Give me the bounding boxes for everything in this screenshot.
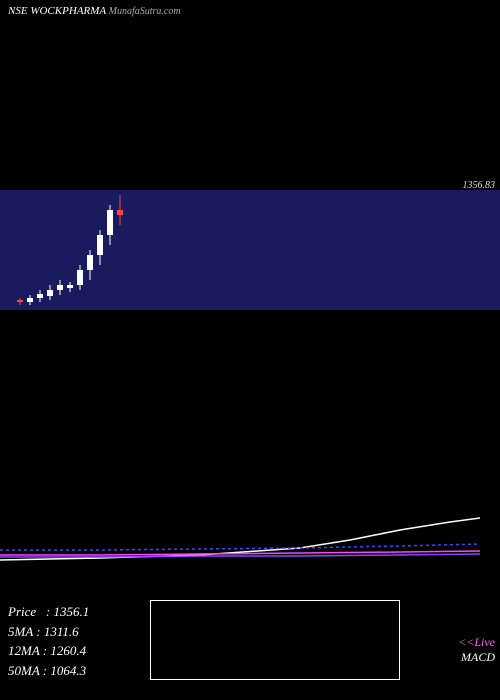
price-row: Price : 1356.1	[8, 602, 89, 622]
chart-header: NSE WOCKPHARMA MunafaSutra.com	[8, 5, 181, 17]
symbol-label: WOCKPHARMA	[30, 5, 106, 17]
candlestick-panel	[0, 190, 500, 310]
ma50-value: 1064.3	[50, 663, 86, 678]
exchange-label: NSE	[8, 5, 28, 17]
ma12-row: 12MA : 1260.4	[8, 641, 89, 661]
ma12-label: 12MA	[8, 643, 40, 658]
price-value: 1356.1	[54, 604, 90, 619]
macd-text-label: MACD	[461, 650, 495, 665]
ma5-label: 5MA	[8, 624, 33, 639]
macd-live-label: <<Live	[458, 635, 495, 650]
ma50-row: 50MA : 1064.3	[8, 661, 89, 681]
macd-box	[150, 600, 400, 680]
candlestick-svg	[0, 190, 500, 310]
ma12-value: 1260.4	[50, 643, 86, 658]
ma-lines-svg	[0, 490, 500, 580]
ma5-row: 5MA : 1311.6	[8, 622, 89, 642]
ma-panel	[0, 490, 500, 580]
price-label: Price	[8, 604, 36, 619]
ma5-value: 1311.6	[44, 624, 79, 639]
site-label: MunafaSutra.com	[109, 6, 181, 17]
ma50-label: 50MA	[8, 663, 40, 678]
info-box: Price : 1356.1 5MA : 1311.6 12MA : 1260.…	[8, 602, 89, 680]
